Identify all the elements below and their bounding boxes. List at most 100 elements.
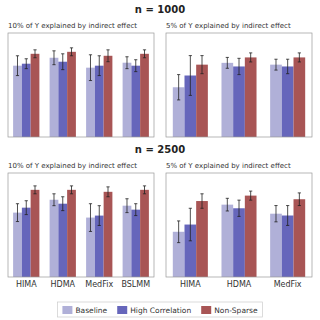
error-bar [52, 194, 55, 206]
legend-label: Baseline [75, 306, 107, 315]
bar [31, 190, 40, 277]
figure: n = 1000 10% of Y explained by indirect e… [0, 0, 320, 320]
error-bar [237, 200, 240, 216]
error-bar [89, 55, 92, 81]
panel: n = 250010% of Y explained by indirect e… [8, 144, 185, 289]
plot-frame [166, 33, 312, 137]
subtitle: 5% of Y explained by indirect effect [166, 162, 291, 170]
bar [270, 65, 282, 137]
subtitle: 10% of Y explained by indirect effect [8, 22, 137, 30]
x-tick-label: HDMA [227, 280, 252, 289]
row-title: n = 1000 [135, 4, 185, 15]
legend: Baseline High Correlation Non-Sparse [57, 302, 262, 317]
error-bar [125, 57, 128, 69]
legend-label: High Correlation [130, 306, 191, 315]
error-bar [61, 54, 64, 70]
bar [221, 205, 233, 277]
legend-frame [57, 302, 262, 317]
error-bar [237, 58, 240, 74]
error-bar [249, 53, 252, 62]
bar [282, 66, 294, 137]
error-bar [286, 59, 289, 73]
bar [294, 199, 306, 277]
panel: n = 1000 10% of Y explained by indirect e… [8, 4, 185, 137]
marks [173, 53, 305, 137]
plot-frame [8, 173, 154, 277]
error-bar [177, 221, 180, 243]
legend-swatch [62, 306, 72, 314]
error-bar [52, 51, 55, 65]
bar [131, 66, 140, 137]
bar [233, 66, 245, 137]
plot-frame [166, 173, 312, 277]
error-bar [134, 204, 137, 216]
bar [270, 214, 282, 277]
error-bar [16, 204, 19, 222]
error-bar [16, 56, 19, 76]
x-tick-label: BSLMM [121, 280, 150, 289]
error-bar [189, 208, 192, 241]
error-bar [25, 201, 28, 215]
error-bar [177, 75, 180, 100]
error-bar [98, 56, 101, 76]
error-bar [134, 60, 137, 72]
error-bar [189, 56, 192, 96]
bar [67, 52, 76, 137]
legend-swatch [201, 306, 211, 314]
x-tick-label: HDMA [50, 280, 75, 289]
bar [31, 54, 40, 137]
marks [13, 48, 149, 137]
bar [67, 190, 76, 277]
bar [245, 196, 257, 277]
x-tick-label: HIMA [180, 280, 201, 289]
error-bar [200, 56, 203, 74]
bar [221, 63, 233, 137]
bar [95, 66, 104, 137]
bar [196, 65, 208, 137]
legend-item: High Correlation [117, 306, 191, 315]
error-bar [143, 186, 146, 194]
bar [13, 66, 22, 137]
error-bar [70, 186, 73, 194]
error-bar [249, 191, 252, 200]
error-bar [61, 197, 64, 211]
error-bar [298, 53, 301, 62]
row-title: n = 2500 [135, 144, 185, 155]
error-bar [106, 187, 109, 197]
legend-item: Baseline [62, 306, 107, 315]
x-tick-label: MedFix [85, 280, 113, 289]
error-bar [33, 186, 36, 194]
error-bar [70, 48, 73, 56]
bar [58, 204, 67, 277]
error-bar [98, 206, 101, 226]
bar [294, 57, 306, 137]
error-bar [89, 204, 92, 232]
error-bar [298, 193, 301, 206]
error-bar [226, 198, 229, 211]
panel: 5% of Y explained by indirect effect HIMA… [166, 162, 312, 289]
bar [123, 206, 132, 277]
bar [140, 190, 149, 277]
error-bar [226, 57, 229, 68]
x-tick-label: MedFix [274, 280, 302, 289]
bar [22, 208, 31, 277]
panel: 5% of Y explained by indirect effect [166, 22, 312, 137]
bar [50, 58, 59, 137]
error-bar [25, 59, 28, 69]
marks [13, 186, 149, 277]
bar [233, 208, 245, 277]
bar [131, 210, 140, 277]
legend-item: Non-Sparse [201, 306, 258, 315]
error-bar [274, 59, 277, 70]
bar [245, 57, 257, 137]
bar [22, 64, 31, 137]
bar [104, 192, 113, 277]
subtitle: 5% of Y explained by indirect effect [166, 22, 291, 30]
error-bar [200, 194, 203, 208]
error-bar [286, 206, 289, 226]
legend-swatch [117, 306, 127, 314]
x-tick-label: HIMA [16, 280, 37, 289]
legend-label: Non-Sparse [214, 306, 258, 315]
bar [50, 200, 59, 277]
error-bar [106, 50, 109, 62]
